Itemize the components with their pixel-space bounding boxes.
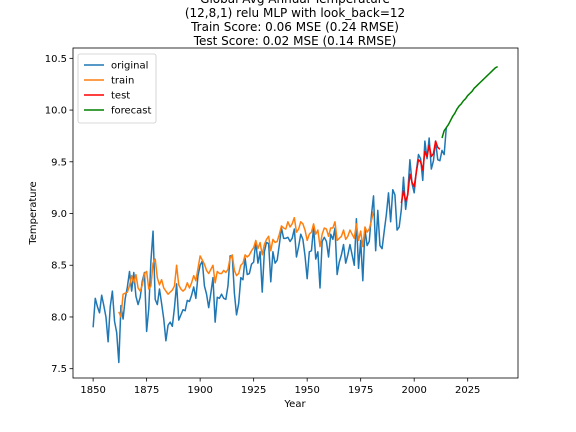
x-tick-label: 2000: [401, 385, 426, 396]
y-tick-label: 7.5: [51, 364, 67, 375]
series-line: [400, 140, 441, 204]
plot-frame: [72, 47, 519, 379]
chart-subtitle: (12,8,1) relu MLP with look_back=12: [185, 6, 405, 20]
x-tick-label: 1925: [241, 385, 266, 396]
x-tick-label: 1975: [348, 385, 373, 396]
y-tick-label: 8.0: [51, 312, 67, 323]
y-tick-label: 10.0: [45, 106, 67, 117]
chart-subtitle: Test Score: 0.02 MSE (0.14 RMSE): [193, 34, 397, 48]
legend-box: [77, 53, 157, 124]
legend-label: train: [111, 76, 134, 87]
x-tick-label: 1850: [80, 385, 105, 396]
y-tick-label: 8.5: [51, 261, 67, 272]
y-tick-label: 10.5: [45, 54, 67, 65]
x-tick-label: 1900: [187, 385, 212, 396]
y-tick-label: 9.5: [51, 157, 67, 168]
y-axis-label: Temperature: [28, 181, 39, 245]
series-line: [92, 127, 448, 364]
legend-label: original: [111, 61, 148, 72]
legend-label: forecast: [111, 106, 152, 117]
series-line: [441, 65, 498, 139]
x-axis-label: Year: [283, 399, 306, 410]
x-tick-label: 2025: [455, 385, 480, 396]
chart-subtitle: Train Score: 0.06 MSE (0.24 RMSE): [190, 20, 399, 34]
series-line: [118, 211, 375, 318]
x-tick-label: 1950: [294, 385, 319, 396]
legend-label: test: [111, 91, 130, 102]
y-tick-label: 9.0: [51, 209, 67, 220]
chart-title: Global Avg Annual Temperature: [200, 0, 390, 6]
x-tick-label: 1875: [134, 385, 159, 396]
